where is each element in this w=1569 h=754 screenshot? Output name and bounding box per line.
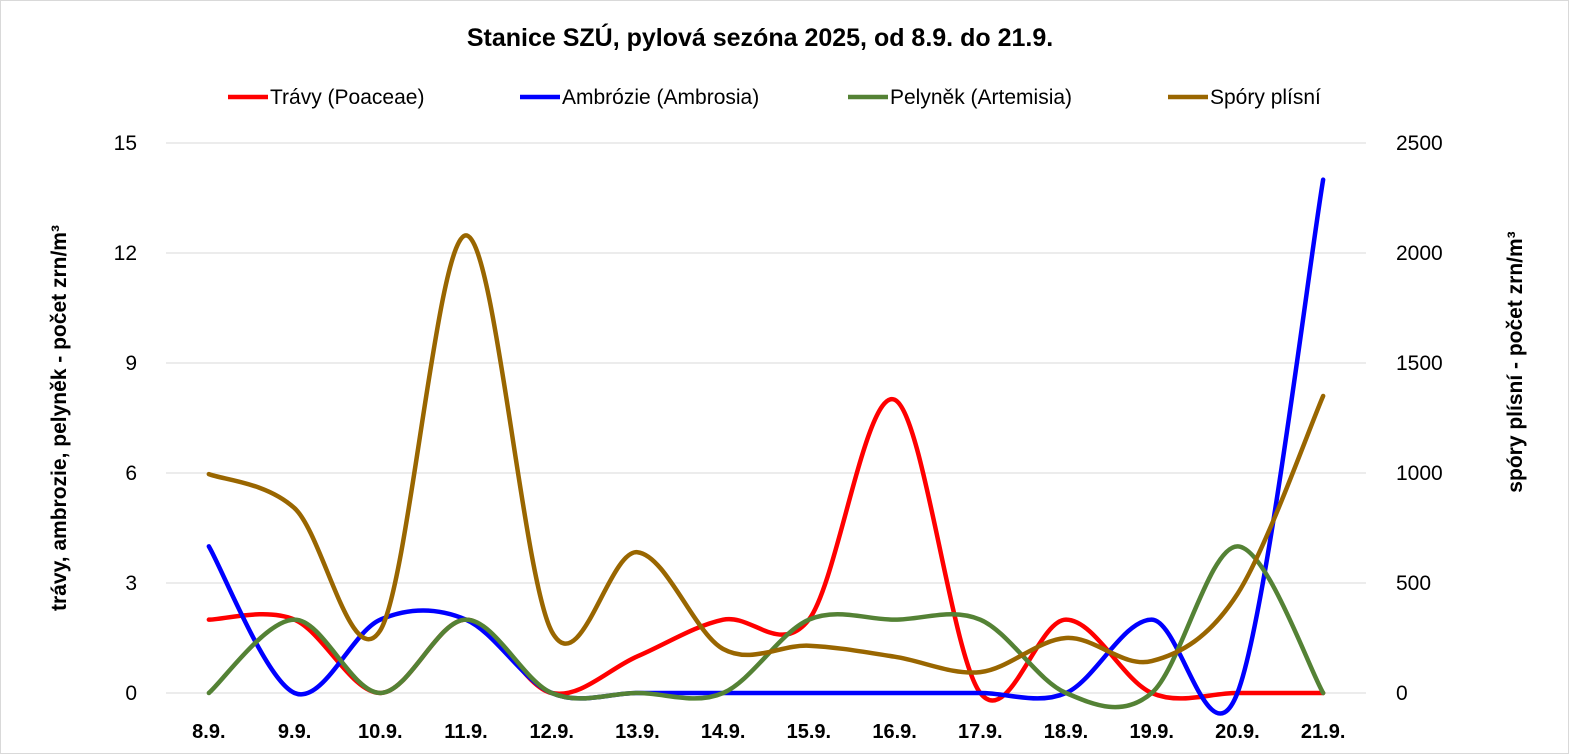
y-tick-right: 1500 bbox=[1396, 352, 1443, 375]
x-tick-label: 20.9. bbox=[1215, 721, 1259, 743]
x-axis-ticks: 8.9. 9.9. 10.9. 11.9. 12.9. 13.9. 14.9. 15.9. 16… bbox=[192, 721, 1345, 743]
chart-title: Stanice SZÚ, pylová sezóna 2025, od 8.9.… bbox=[467, 22, 1053, 52]
legend-label: Ambrózie (Ambrosia) bbox=[562, 86, 759, 109]
y-tick-right: 2000 bbox=[1396, 242, 1443, 265]
y-tick-right: 500 bbox=[1396, 572, 1431, 595]
legend: Trávy (Poaceae) Ambrózie (Ambrosia) Pelyně… bbox=[228, 86, 1321, 109]
left-axis-ticks: 0 3 6 9 12 15 bbox=[114, 132, 137, 705]
x-tick-label: 9.9. bbox=[278, 721, 311, 743]
x-tick-label: 13.9. bbox=[615, 721, 659, 743]
y-tick-left: 6 bbox=[125, 462, 137, 485]
y-tick-right: 1000 bbox=[1396, 462, 1443, 485]
y-tick-left: 9 bbox=[125, 352, 137, 375]
series-line-3 bbox=[206, 233, 1326, 675]
x-tick-label: 19.9. bbox=[1129, 721, 1173, 743]
x-tick-label: 14.9. bbox=[701, 721, 745, 743]
x-tick-label: 16.9. bbox=[872, 721, 916, 743]
right-axis-ticks: 0 500 1000 1500 2000 2500 bbox=[1396, 132, 1443, 705]
x-tick-label: 8.9. bbox=[192, 721, 225, 743]
legend-label: Trávy (Poaceae) bbox=[270, 86, 424, 109]
x-tick-label: 11.9. bbox=[444, 721, 487, 743]
x-tick-label: 12.9. bbox=[529, 721, 573, 743]
y-axis-title-right: spóry plísní - počet zrn/m³ bbox=[1504, 231, 1527, 492]
y-tick-left: 15 bbox=[114, 132, 137, 155]
y-tick-right: 0 bbox=[1396, 682, 1408, 705]
x-tick-label: 17.9. bbox=[958, 721, 1002, 743]
y-axis-title-left: trávy, ambrozie, pelyněk - počet zrn/m³ bbox=[48, 225, 71, 611]
series-lines bbox=[206, 177, 1326, 716]
y-tick-left: 0 bbox=[125, 682, 137, 705]
legend-label: Spóry plísní bbox=[1210, 86, 1321, 109]
x-tick-label: 15.9. bbox=[787, 721, 831, 743]
y-tick-left: 12 bbox=[114, 242, 137, 265]
y-tick-right: 2500 bbox=[1396, 132, 1443, 155]
series-line-1 bbox=[206, 177, 1326, 716]
y-tick-left: 3 bbox=[125, 572, 137, 595]
series-line-2 bbox=[206, 544, 1326, 710]
x-tick-label: 18.9. bbox=[1044, 721, 1088, 743]
x-tick-label: 10.9. bbox=[358, 721, 402, 743]
legend-label: Pelyněk (Artemisia) bbox=[890, 86, 1072, 109]
x-tick-label: 21.9. bbox=[1301, 721, 1345, 743]
gridlines bbox=[166, 142, 1366, 694]
